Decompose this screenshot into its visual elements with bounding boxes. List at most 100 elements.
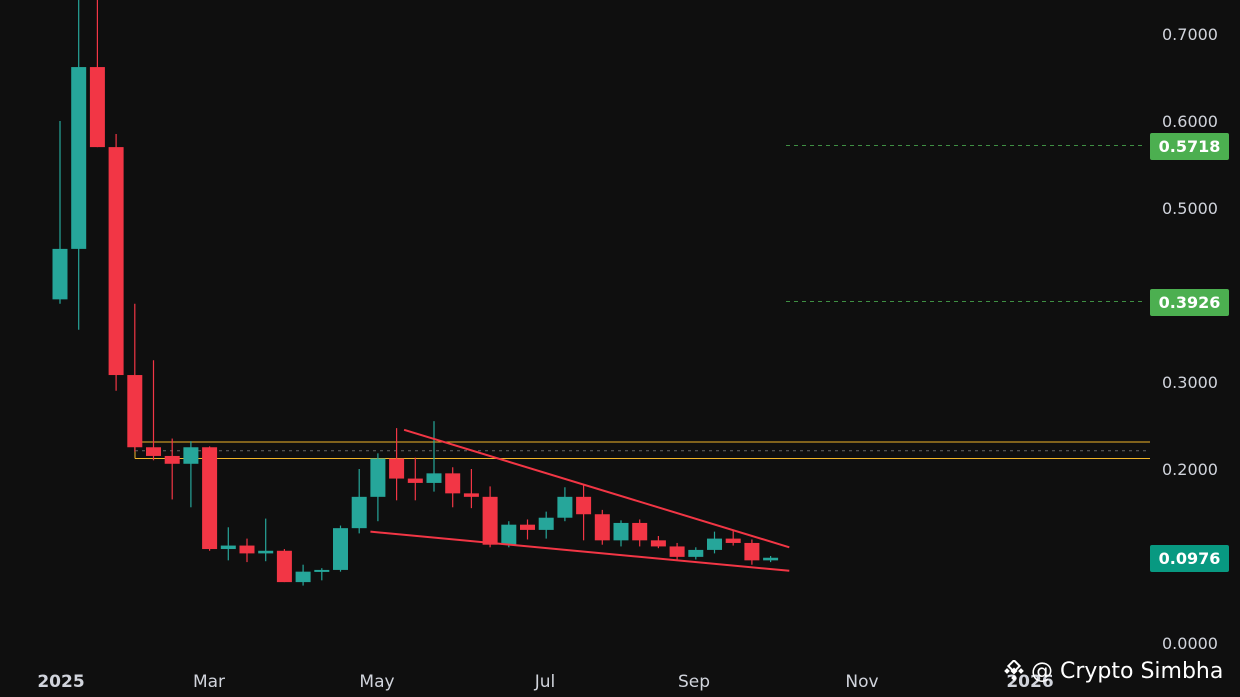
price-badge-0.5718: 0.5718 [1150, 133, 1229, 160]
watermark-text: @ Crypto Simbha [1031, 658, 1224, 684]
candle-body [127, 375, 143, 448]
candle-body [370, 458, 386, 497]
x-tick-label: Nov [845, 672, 878, 692]
candle-body [632, 522, 648, 541]
candle [202, 446, 218, 551]
x-tick-label: Jul [534, 672, 556, 692]
candle [557, 487, 573, 522]
candle [594, 509, 610, 545]
candle-body [164, 455, 180, 464]
y-tick-label: 0.2000 [1162, 460, 1218, 479]
candle [482, 486, 498, 548]
candle-body [89, 67, 105, 148]
candle [744, 539, 760, 565]
candle [258, 518, 274, 562]
candle [389, 428, 405, 501]
candle-body [482, 496, 498, 545]
candle-body [744, 542, 760, 561]
candle-body [650, 540, 666, 547]
candle [351, 469, 367, 534]
price-badge-label: 0.3926 [1159, 293, 1221, 312]
y-tick-label: 0.6000 [1162, 112, 1218, 131]
candle-body [707, 538, 722, 550]
candle-body [314, 569, 330, 572]
candle-body [725, 538, 741, 543]
candle-body [389, 458, 405, 479]
candle-body [52, 248, 68, 300]
candle [632, 519, 648, 547]
candle [613, 520, 629, 547]
x-tick-label: Mar [193, 672, 225, 692]
price-badge-0.3926: 0.3926 [1150, 289, 1229, 316]
candle [538, 511, 554, 539]
candle [127, 303, 143, 452]
y-tick-label: 0.3000 [1162, 373, 1218, 392]
candle-body [239, 545, 255, 554]
watermark: @ Crypto Simbha [1003, 656, 1223, 686]
candle-body [71, 67, 87, 249]
candle [71, 0, 87, 330]
candle-body [594, 514, 610, 541]
candle-body [108, 147, 124, 376]
candle [183, 441, 199, 508]
candle-body [463, 493, 479, 497]
candle [725, 529, 741, 546]
candle-body [520, 524, 535, 530]
trendline-lower [370, 530, 790, 572]
candle-body [538, 517, 554, 530]
candle [89, 0, 105, 148]
candle [576, 484, 592, 541]
candle [220, 527, 236, 561]
candle-body [146, 447, 161, 456]
candle-body [688, 549, 704, 557]
trendline-upper [403, 428, 790, 549]
y-tick-label: 0.0000 [1162, 634, 1218, 653]
candle [650, 535, 666, 549]
candle [52, 121, 68, 304]
candle [445, 467, 461, 508]
price-badge-label: 0.5718 [1159, 137, 1221, 156]
candle [669, 542, 685, 560]
x-tick-label: 2026 [1006, 672, 1053, 692]
candle-body [426, 473, 442, 483]
x-tick-label: Sep [678, 672, 710, 692]
candle [146, 360, 161, 461]
candle [333, 525, 348, 572]
x-tick-label: May [359, 672, 394, 692]
x-tick-label: 2025 [37, 672, 84, 692]
candle [520, 519, 535, 540]
candle [164, 438, 180, 500]
candle-body [407, 478, 423, 483]
candle-body [669, 546, 685, 557]
candle [407, 457, 423, 501]
candle [763, 556, 779, 563]
candle-body [333, 528, 348, 570]
candle [707, 531, 722, 554]
candle-body [276, 550, 292, 583]
candle-body [202, 447, 218, 550]
candle [370, 453, 386, 522]
y-tick-label: 0.5000 [1162, 199, 1218, 218]
candle [276, 549, 292, 583]
candle [314, 568, 330, 581]
candle-body [763, 557, 779, 561]
candle-body [258, 550, 274, 554]
candle [688, 547, 704, 560]
current-price-badge: 0.0976 [1150, 545, 1229, 572]
candle-body [295, 571, 311, 583]
current-price-label: 0.0976 [1159, 549, 1221, 568]
candle-body [351, 496, 367, 529]
candle-body [183, 447, 199, 464]
candle [463, 469, 479, 509]
candle [295, 564, 311, 586]
candle [501, 521, 517, 548]
y-tick-label: 0.7000 [1162, 25, 1218, 44]
candle-body [576, 496, 592, 515]
candle [108, 134, 124, 391]
candle [239, 538, 255, 563]
candle-body [557, 496, 573, 518]
candle-body [445, 473, 461, 494]
candle-body [220, 545, 236, 550]
candle-body [501, 524, 517, 545]
